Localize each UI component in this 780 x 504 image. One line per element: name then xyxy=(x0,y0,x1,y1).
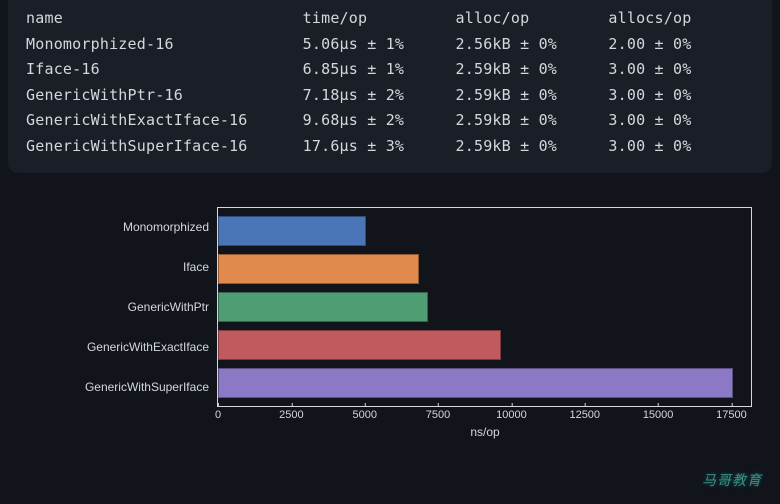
table-cell: 3.00 ± 0% xyxy=(608,57,754,83)
table-row: GenericWithSuperIface-1617.6µs ± 3%2.59k… xyxy=(26,134,754,160)
chart-bar xyxy=(218,292,428,322)
chart-x-label: ns/op xyxy=(218,425,752,439)
chart-x-tick-label: 5000 xyxy=(352,409,376,421)
table-header-row: name time/op alloc/op allocs/op xyxy=(26,6,754,32)
chart-y-tick-label: Iface xyxy=(183,247,209,287)
chart-x-tick-label: 2500 xyxy=(279,409,303,421)
benchmark-table-panel: name time/op alloc/op allocs/op Monomorp… xyxy=(8,0,772,173)
chart-x-tick-label: 10000 xyxy=(496,409,527,421)
table-cell: 17.6µs ± 3% xyxy=(303,134,456,160)
table-cell: 3.00 ± 0% xyxy=(608,134,754,160)
table-row: Iface-166.85µs ± 1%2.59kB ± 0%3.00 ± 0% xyxy=(26,57,754,83)
table-cell: GenericWithSuperIface-16 xyxy=(26,134,303,160)
chart-y-tick-label: GenericWithExactIface xyxy=(87,327,209,367)
table-cell: 2.59kB ± 0% xyxy=(456,83,609,109)
table-cell: 3.00 ± 0% xyxy=(608,108,754,134)
chart-x-tick-label: 15000 xyxy=(643,409,674,421)
table-cell: GenericWithExactIface-16 xyxy=(26,108,303,134)
table-cell: 2.56kB ± 0% xyxy=(456,32,609,58)
col-allocs: allocs/op xyxy=(608,6,754,32)
table-row: Monomorphized-165.06µs ± 1%2.56kB ± 0%2.… xyxy=(26,32,754,58)
col-name: name xyxy=(26,6,303,32)
chart-x-tick-label: 7500 xyxy=(426,409,450,421)
chart-y-tick-label: GenericWithSuperIface xyxy=(85,367,209,407)
chart-x-ticks: 0 2500 5000 7500 10000 12500 15000 17500 xyxy=(218,407,752,423)
chart-x-tick-label: 12500 xyxy=(569,409,600,421)
chart-x-tick-label: 0 xyxy=(215,409,221,421)
table-cell: 2.59kB ± 0% xyxy=(456,57,609,83)
table-cell: Monomorphized-16 xyxy=(26,32,303,58)
chart-bar xyxy=(218,368,733,398)
col-alloc: alloc/op xyxy=(456,6,609,32)
chart-x-tick-label: 17500 xyxy=(716,409,747,421)
benchmark-chart: MonomorphizedIfaceGenericWithPtrGenericW… xyxy=(28,207,752,439)
chart-bar xyxy=(218,330,501,360)
table-cell: Iface-16 xyxy=(26,57,303,83)
table-cell: 2.00 ± 0% xyxy=(608,32,754,58)
chart-bar xyxy=(218,216,366,246)
table-cell: 6.85µs ± 1% xyxy=(303,57,456,83)
col-time: time/op xyxy=(303,6,456,32)
chart-bar xyxy=(218,254,419,284)
table-cell: 2.59kB ± 0% xyxy=(456,134,609,160)
table-cell: 5.06µs ± 1% xyxy=(303,32,456,58)
table-row: GenericWithPtr-167.18µs ± 2%2.59kB ± 0%3… xyxy=(26,83,754,109)
table-cell: 9.68µs ± 2% xyxy=(303,108,456,134)
table-cell: GenericWithPtr-16 xyxy=(26,83,303,109)
table-cell: 7.18µs ± 2% xyxy=(303,83,456,109)
table-cell: 2.59kB ± 0% xyxy=(456,108,609,134)
chart-plot-area xyxy=(218,207,752,407)
table-cell: 3.00 ± 0% xyxy=(608,83,754,109)
chart-y-tick-label: Monomorphized xyxy=(123,207,209,247)
chart-y-tick-label: GenericWithPtr xyxy=(128,287,209,327)
watermark: 马哥教育 xyxy=(702,470,762,490)
table-row: GenericWithExactIface-169.68µs ± 2%2.59k… xyxy=(26,108,754,134)
chart-y-labels: MonomorphizedIfaceGenericWithPtrGenericW… xyxy=(28,207,218,407)
benchmark-table: name time/op alloc/op allocs/op Monomorp… xyxy=(26,6,754,159)
